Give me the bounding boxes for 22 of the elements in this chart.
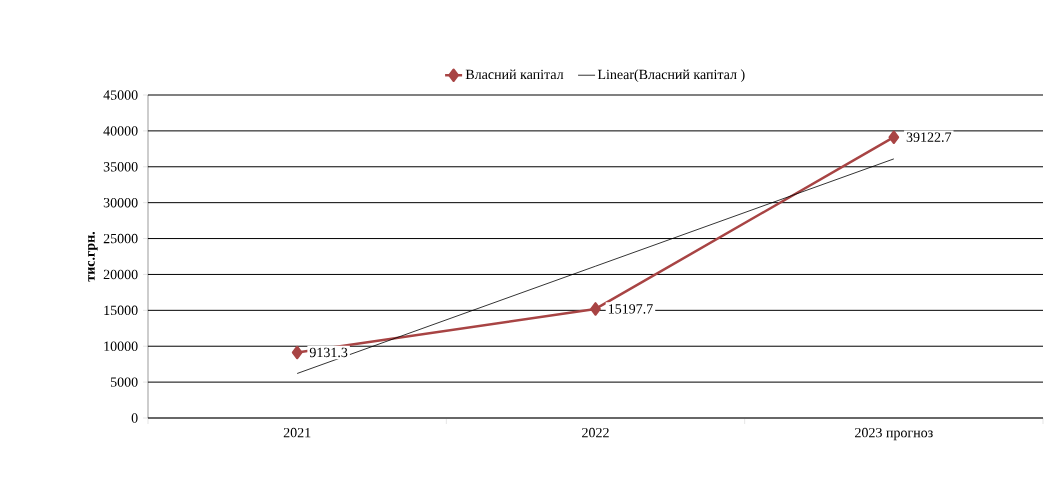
point — [888, 130, 900, 144]
y-tick-label: 40000 — [103, 126, 138, 136]
y-tick-label: 5000 — [110, 377, 138, 387]
y-tick-label: 20000 — [103, 269, 138, 280]
y-tick-label: 0 — [131, 413, 138, 423]
y-axis-title: тис.грн. — [88, 231, 98, 282]
y-tick-label: 10000 — [104, 341, 138, 351]
x-tick-label: 2023 прогноз — [855, 427, 933, 441]
data-label: 15197.7 — [608, 304, 653, 314]
x-tick-label: 2022 — [582, 427, 609, 438]
y-tick-label: 15000 — [104, 305, 138, 316]
legend-label: Linear(Власний капітал ) — [597, 69, 745, 83]
data-label: 39122.7 — [906, 132, 952, 142]
x-tick-label: 2021 — [283, 427, 311, 438]
point — [291, 345, 303, 360]
y-tick-label: 35000 — [103, 162, 138, 172]
point — [590, 302, 601, 316]
y-tick-label: 30000 — [103, 197, 138, 208]
legend-label: Власний капітал — [465, 69, 564, 80]
y-tick-label: 45000 — [103, 90, 138, 100]
y-tick-label: 25000 — [103, 233, 138, 244]
data-label: 9131.3 — [309, 347, 348, 358]
